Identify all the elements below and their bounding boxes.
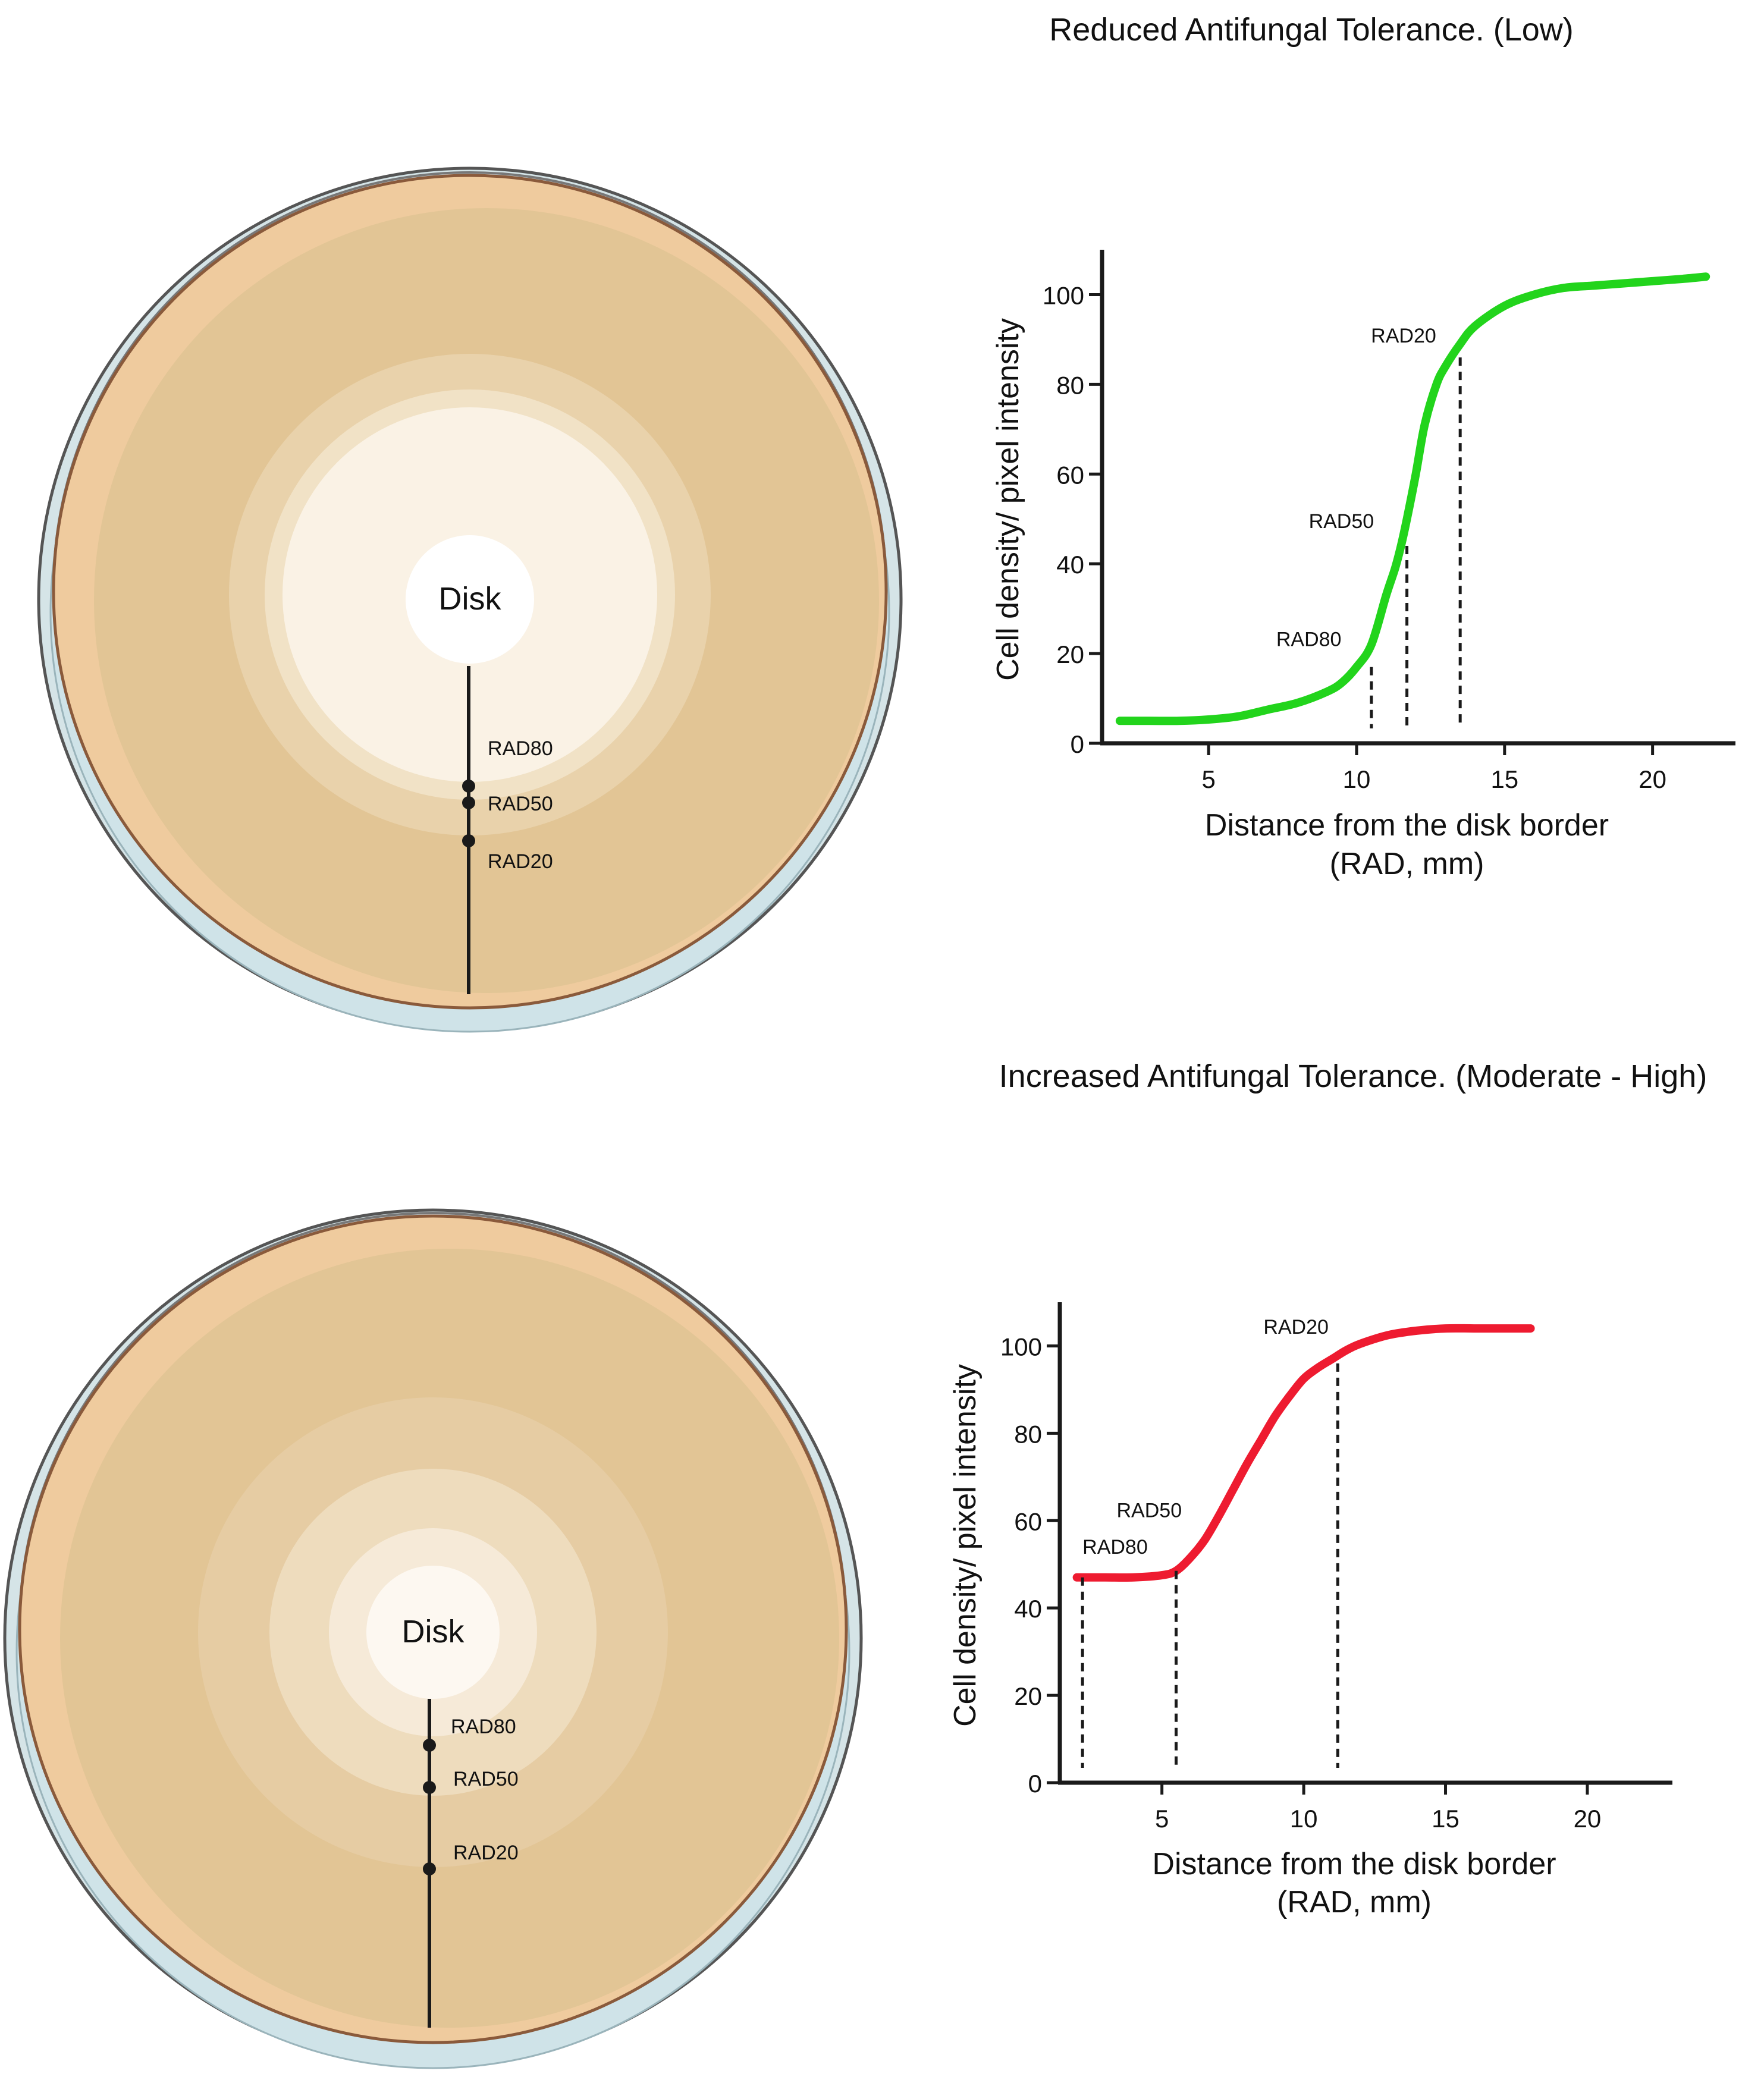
y-tick-label: 0 <box>1028 1770 1042 1798</box>
plate-marker-rad50: RAD50 <box>488 793 553 815</box>
y-axis-label: Cell density/ pixel intensity <box>991 318 1025 681</box>
y-axis-label: Cell density/ pixel intensity <box>948 1364 983 1727</box>
disk-label: Disk <box>402 1614 465 1649</box>
marker-label-rad20: RAD20 <box>1371 325 1436 347</box>
antifungal-disk <box>406 535 534 664</box>
marker-label-rad50: RAD50 <box>1309 510 1374 533</box>
marker-label-rad50: RAD50 <box>1117 1500 1182 1522</box>
y-tick-label: 80 <box>1014 1420 1042 1448</box>
plate-marker-rad50-dot <box>423 1781 436 1794</box>
y-tick-label: 60 <box>1014 1507 1042 1535</box>
data-curve <box>1115 272 1710 725</box>
y-tick-label: 20 <box>1014 1682 1042 1710</box>
y-tick-label: 40 <box>1014 1595 1042 1623</box>
panel-title-high: Increased Antifungal Tolerance. (Moderat… <box>999 1058 1707 1094</box>
plate-marker-rad50-dot <box>462 796 475 809</box>
x-tick-label: 10 <box>1290 1805 1318 1833</box>
petri-dish-low: Disk RAD80 RAD50 RAD20 <box>37 166 903 1033</box>
y-tick-label: 60 <box>1056 461 1084 489</box>
plate-marker-rad80-dot <box>423 1739 436 1752</box>
chart-high-tolerance: 0 20 40 60 80 100 5 10 15 20 Cell density/ pixel i… <box>948 1302 1672 1919</box>
marker-label-rad20: RAD20 <box>1263 1316 1329 1339</box>
x-axis-label-line2: (RAD, mm) <box>1330 847 1484 881</box>
petri-dish-high: Disk RAD80 RAD50 RAD20 <box>3 1208 863 2069</box>
x-tick-label: 10 <box>1343 765 1371 793</box>
plate-marker-rad20-dot <box>462 834 475 847</box>
marker-label-rad80: RAD80 <box>1082 1536 1148 1559</box>
plate-marker-rad80-dot <box>462 780 475 793</box>
x-axis-label-line1: Distance from the disk border <box>1205 808 1609 843</box>
y-tick-label: 40 <box>1056 551 1084 579</box>
x-tick-label: 15 <box>1432 1805 1459 1833</box>
y-tick-label: 100 <box>1000 1333 1042 1361</box>
plate-marker-rad20: RAD20 <box>453 1842 519 1864</box>
panel-title-low: Reduced Antifungal Tolerance. (Low) <box>1049 12 1574 48</box>
y-tick-label: 0 <box>1071 730 1084 758</box>
x-tick-label: 20 <box>1639 765 1666 793</box>
chart-low-tolerance: 0 20 40 60 80 100 5 10 15 20 Cell density/ pixel i… <box>991 250 1735 881</box>
plate-marker-rad80: RAD80 <box>488 737 553 760</box>
plate-marker-rad80: RAD80 <box>451 1715 516 1738</box>
x-axis-label-line1: Distance from the disk border <box>1152 1847 1556 1881</box>
x-tick-label: 20 <box>1574 1805 1602 1833</box>
marker-label-rad80: RAD80 <box>1276 629 1342 651</box>
plate-marker-rad20: RAD20 <box>488 850 553 873</box>
antifungal-disk <box>366 1566 500 1699</box>
plate-marker-rad50: RAD50 <box>453 1768 519 1790</box>
disk-label: Disk <box>439 581 502 617</box>
x-tick-label: 15 <box>1490 765 1518 793</box>
y-tick-label: 20 <box>1056 640 1084 668</box>
x-tick-label: 5 <box>1201 765 1215 793</box>
y-tick-label: 100 <box>1043 281 1084 309</box>
plate-marker-rad20-dot <box>423 1862 436 1875</box>
y-tick-label: 80 <box>1056 371 1084 399</box>
x-tick-label: 5 <box>1155 1805 1169 1833</box>
x-axis-label-line2: (RAD, mm) <box>1277 1885 1432 1919</box>
